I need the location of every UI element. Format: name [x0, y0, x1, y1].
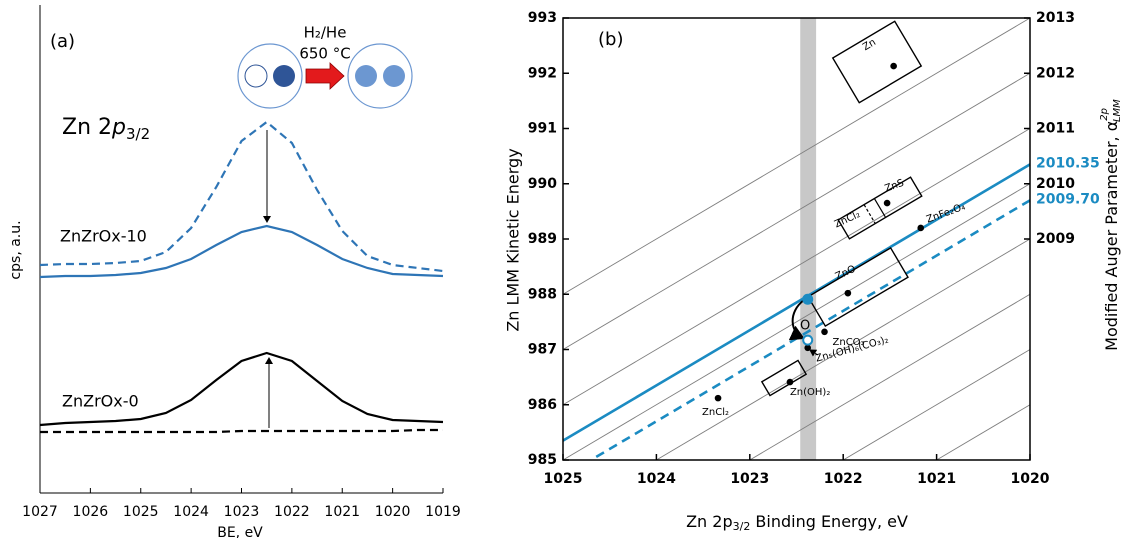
y-tick-label: 986: [528, 397, 557, 413]
reference-line: [656, 238, 1031, 461]
point-label: ZnCO₃: [833, 337, 865, 348]
x-tick-label: 1024: [637, 471, 676, 487]
sample-point: [802, 334, 814, 346]
chart-title: Zn 2p3/2: [62, 115, 150, 143]
x-tick-label: 1022: [824, 471, 863, 487]
auger-line: [590, 199, 1031, 462]
y-tick-label: 988: [528, 286, 557, 302]
x-axis-title: BE, eV: [217, 525, 263, 538]
label-part: LMM: [1112, 99, 1123, 122]
reference-line: [749, 293, 1031, 461]
y-tick-label: 985: [528, 452, 557, 468]
label-part: Zn 2p: [686, 512, 733, 531]
y2-tick-label: 2010: [1036, 176, 1075, 192]
panel-label: (b): [598, 29, 623, 50]
y2-tick-label: 2012: [1036, 65, 1075, 81]
point: [844, 289, 852, 297]
annotation: O: [800, 319, 810, 334]
point: [883, 199, 891, 207]
point: [821, 328, 828, 336]
box-divider: [863, 204, 876, 224]
y-axis-title: cps, a.u.: [8, 220, 24, 279]
y2-tick-label: 2013: [1036, 10, 1075, 26]
box-divider: [873, 198, 887, 218]
y-tick-label: 992: [528, 65, 557, 81]
reference-line: [842, 349, 1031, 461]
y-tick-label: 989: [528, 231, 557, 247]
schematic: [237, 43, 413, 109]
title-part: 3/2: [126, 125, 150, 143]
spectrum-line: [39, 224, 444, 279]
y2-axis-title: Modified Auger Parameter, α2p LMM: [1099, 99, 1123, 351]
x-tick-label: 1021: [324, 504, 360, 520]
annotation: ZnCl₂: [833, 209, 862, 230]
range-box: [807, 246, 909, 328]
x-tick-label: 1019: [425, 504, 461, 520]
x-tick-label: 1027: [22, 504, 58, 520]
annotation: 650 °C: [299, 45, 350, 63]
title-part: p: [111, 115, 126, 140]
x-tick-label: 1022: [274, 504, 310, 520]
sample-point: [802, 293, 814, 305]
point: [917, 224, 925, 232]
reference-line: [936, 404, 1031, 461]
reference-line: [562, 128, 1031, 406]
x-tick-label: 1020: [375, 504, 411, 520]
y-tick-label: 993: [528, 10, 557, 26]
point: [890, 62, 897, 70]
pointer: [809, 349, 819, 357]
y-tick-label: 991: [528, 121, 557, 137]
label-part: 2p: [1099, 108, 1110, 121]
title-part: Zn 2: [62, 115, 112, 140]
panel-label: (a): [50, 31, 75, 52]
curved-arrow: [788, 299, 805, 341]
y-axis-title: Zn LMM Kinetic Energy: [504, 148, 523, 331]
label-part: 3/2: [733, 520, 751, 533]
annotation: ZnZrOx-10: [60, 227, 147, 246]
label-part: Binding Energy, eV: [750, 512, 908, 531]
auger-label: 2010.35: [1036, 155, 1100, 171]
auger-label: 2009.70: [1036, 191, 1100, 207]
y2-tick-label: 2011: [1036, 121, 1075, 137]
x-tick-label: 1021: [917, 471, 956, 487]
spectrum-line: [39, 120, 444, 273]
label-part: Modified Auger Parameter, α: [1102, 121, 1121, 351]
spectrum-line: [40, 428, 443, 434]
range-box: [831, 20, 923, 104]
point-label: Zn(OH)₂: [790, 387, 830, 398]
y-tick-label: 990: [528, 176, 557, 192]
y-tick-label: 987: [528, 342, 557, 358]
x-tick-label: 1025: [544, 471, 583, 487]
point-label: ZnS: [883, 178, 905, 195]
point-label: ZnCl₂: [702, 407, 729, 418]
point: [714, 394, 722, 402]
range-box: [760, 359, 808, 397]
reference-line: [562, 17, 1031, 295]
point-label: ZnFe₂O₄: [925, 201, 967, 225]
point: [786, 378, 794, 386]
auger-line: [562, 163, 1031, 442]
x-tick-label: 1023: [730, 471, 769, 487]
point-label: ZnO: [834, 264, 858, 283]
x-tick-label: 1026: [73, 504, 109, 520]
reference-line: [562, 183, 1031, 461]
annotation: H₂/He: [304, 24, 347, 42]
x-axis-title: Zn 2p3/2 Binding Energy, eV: [686, 512, 908, 534]
x-tick-label: 1024: [173, 504, 209, 520]
reference-line: [562, 72, 1031, 350]
spectrum-line: [39, 351, 444, 427]
x-tick-label: 1025: [123, 504, 159, 520]
annotation: ZnZrOx-0: [62, 392, 139, 411]
x-tick-label: 1023: [224, 504, 260, 520]
x-tick-label: 1020: [1011, 471, 1050, 487]
y2-tick-label: 2009: [1036, 231, 1075, 247]
